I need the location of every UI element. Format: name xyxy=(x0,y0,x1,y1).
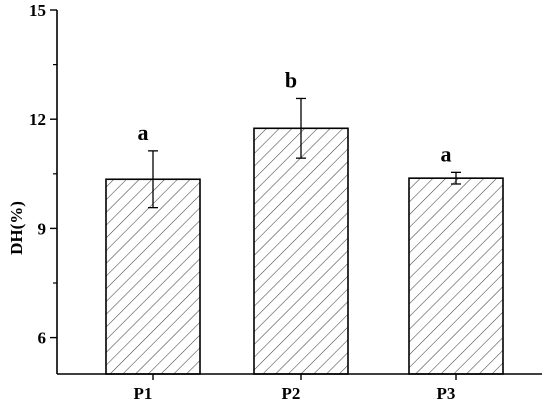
y-tick-label-15: 15 xyxy=(29,1,46,20)
bar-p2 xyxy=(253,127,349,375)
significance-letter-p3: a xyxy=(441,141,452,166)
y-axis-label: DH(%) xyxy=(7,201,26,255)
x-tick-label-p3: P3 xyxy=(437,384,456,403)
axes-layer: 6 9 12 15 P1 P2 P3 xyxy=(29,1,542,403)
error-bar-p3 xyxy=(451,171,461,185)
bar-p1 xyxy=(105,178,201,375)
error-bar-p1 xyxy=(148,150,158,209)
significance-letter-p2: b xyxy=(285,67,297,92)
error-bar-p2 xyxy=(296,97,306,159)
x-tick-label-p1: P1 xyxy=(134,384,153,403)
x-tick-label-p2: P2 xyxy=(282,384,301,403)
significance-letters-layer: a b a xyxy=(138,67,452,166)
y-tick-label-12: 12 xyxy=(29,110,46,129)
y-tick-label-6: 6 xyxy=(38,329,47,348)
error-bars-layer xyxy=(148,97,461,209)
significance-letter-p1: a xyxy=(138,120,149,145)
bar-p3 xyxy=(408,177,504,375)
y-tick-label-9: 9 xyxy=(38,219,47,238)
